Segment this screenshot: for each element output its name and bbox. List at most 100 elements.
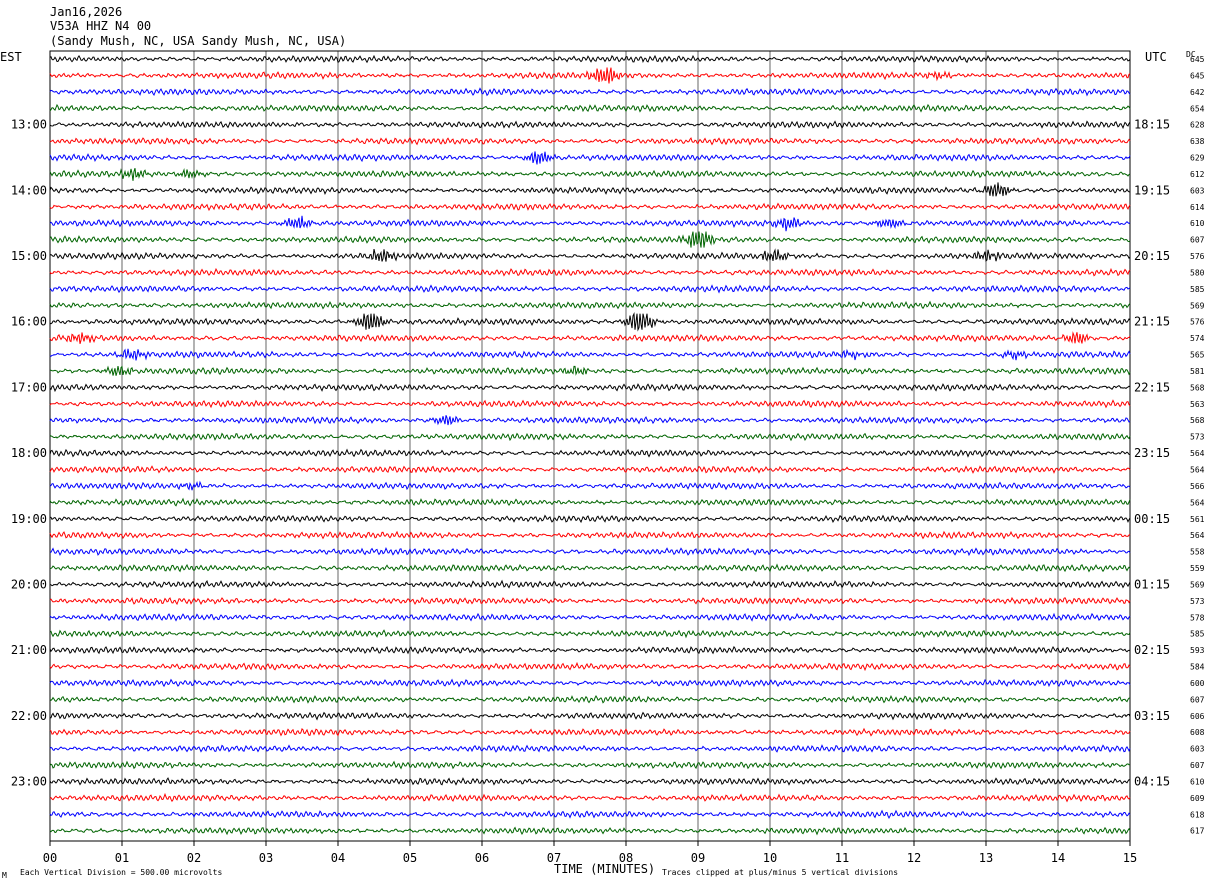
dc-value: 603 bbox=[1190, 186, 1205, 195]
dc-value: 584 bbox=[1190, 663, 1205, 672]
trace-line bbox=[49, 727, 1131, 737]
header-date: Jan16,2026 bbox=[50, 5, 122, 19]
right-hour-label: 20:15 bbox=[1134, 249, 1170, 263]
trace-line bbox=[49, 331, 1131, 344]
trace-line bbox=[49, 777, 1131, 786]
trace-line bbox=[49, 383, 1131, 393]
left-hour-label: 13:00 bbox=[11, 118, 47, 132]
trace-line bbox=[49, 103, 1131, 113]
trace-line bbox=[49, 497, 1131, 507]
right-hour-label: 00:15 bbox=[1134, 512, 1170, 526]
trace-line bbox=[49, 202, 1131, 212]
clip-note: Traces clipped at plus/minus 5 vertical … bbox=[662, 868, 898, 877]
x-tick-label: 03 bbox=[259, 851, 273, 865]
left-hour-label: 15:00 bbox=[11, 249, 47, 263]
dc-value: 569 bbox=[1190, 580, 1205, 589]
x-tick-label: 05 bbox=[403, 851, 417, 865]
trace-line bbox=[49, 809, 1131, 819]
right-hour-label: 23:15 bbox=[1134, 446, 1170, 460]
dc-value: 585 bbox=[1190, 630, 1205, 639]
dc-value: 645 bbox=[1190, 55, 1205, 64]
x-tick-label: 01 bbox=[115, 851, 129, 865]
x-tick-label: 10 bbox=[763, 851, 777, 865]
right-hour-labels: 18:15 19:15 20:15 21:15 22:15 23:15 00:15 01:15… bbox=[1134, 118, 1170, 789]
header-location: (Sandy Mush, NC, USA Sandy Mush, NC, USA… bbox=[50, 34, 346, 48]
dc-header-label: DC bbox=[1186, 50, 1196, 59]
corner-mark: M bbox=[2, 871, 7, 880]
trace-line bbox=[49, 629, 1131, 639]
dc-value: 558 bbox=[1190, 548, 1205, 557]
right-hour-label: 01:15 bbox=[1134, 577, 1170, 591]
trace-line bbox=[49, 530, 1131, 540]
dc-value: 609 bbox=[1190, 794, 1205, 803]
left-hour-label: 18:00 bbox=[11, 446, 47, 460]
minute-gridlines bbox=[121, 51, 1059, 841]
dc-value: 564 bbox=[1190, 498, 1205, 507]
left-timezone-label: EST bbox=[0, 50, 22, 64]
left-hour-label: 17:00 bbox=[11, 380, 47, 394]
dc-value: 578 bbox=[1190, 613, 1205, 622]
left-hour-label: 22:00 bbox=[11, 709, 47, 723]
trace-line bbox=[49, 448, 1131, 458]
trace-line bbox=[49, 120, 1131, 130]
trace-line bbox=[49, 579, 1131, 589]
left-hour-label: 20:00 bbox=[11, 577, 47, 591]
dc-value: 564 bbox=[1190, 449, 1205, 458]
dc-value: 564 bbox=[1190, 466, 1205, 475]
dc-value: 576 bbox=[1190, 318, 1205, 327]
dc-value: 576 bbox=[1190, 252, 1205, 261]
trace-line bbox=[49, 399, 1131, 409]
trace-line bbox=[49, 415, 1131, 426]
dc-value: 564 bbox=[1190, 531, 1205, 540]
x-tick-label: 13 bbox=[979, 851, 993, 865]
dc-value: 600 bbox=[1190, 679, 1205, 688]
left-hour-label: 19:00 bbox=[11, 512, 47, 526]
trace-line bbox=[49, 248, 1131, 262]
dc-value: 614 bbox=[1190, 203, 1205, 212]
right-hour-label: 19:15 bbox=[1134, 183, 1170, 197]
x-tick-labels: 00 01 02 03 04 05 06 07 08 09 10 11 12 13 14 15 bbox=[43, 841, 1137, 865]
x-tick-label: 09 bbox=[691, 851, 705, 865]
trace-line bbox=[49, 67, 1131, 84]
trace-line bbox=[49, 215, 1131, 232]
x-tick-label: 14 bbox=[1051, 851, 1065, 865]
trace-line bbox=[49, 312, 1131, 332]
left-hour-label: 21:00 bbox=[11, 643, 47, 657]
trace-line bbox=[49, 87, 1131, 97]
trace-line bbox=[49, 182, 1131, 197]
dc-value: 608 bbox=[1190, 728, 1205, 737]
trace-line bbox=[49, 596, 1131, 606]
dc-value: 574 bbox=[1190, 334, 1205, 343]
dc-value: 612 bbox=[1190, 170, 1205, 179]
x-tick-label: 00 bbox=[43, 851, 57, 865]
trace-line bbox=[49, 678, 1131, 688]
trace-line bbox=[49, 792, 1131, 803]
trace-line bbox=[49, 168, 1131, 181]
trace-line bbox=[49, 645, 1131, 655]
dc-value: 573 bbox=[1190, 433, 1205, 442]
right-hour-label: 21:15 bbox=[1134, 315, 1170, 329]
trace-line bbox=[49, 661, 1131, 672]
x-tick-label: 12 bbox=[907, 851, 921, 865]
trace-line bbox=[49, 480, 1131, 491]
dc-value: 569 bbox=[1190, 301, 1205, 310]
dc-value: 628 bbox=[1190, 121, 1205, 130]
dc-value: 566 bbox=[1190, 482, 1205, 491]
dc-value: 607 bbox=[1190, 695, 1205, 704]
right-timezone-label: UTC bbox=[1145, 50, 1167, 64]
trace-line bbox=[50, 365, 1131, 376]
trace-line bbox=[49, 267, 1131, 277]
dc-value: 629 bbox=[1190, 154, 1205, 163]
left-hour-labels: 13:00 14:00 15:00 16:00 17:00 18:00 19:00 20:00… bbox=[11, 118, 47, 789]
trace-line bbox=[49, 760, 1130, 770]
dc-value: 610 bbox=[1190, 219, 1205, 228]
dc-value: 568 bbox=[1190, 416, 1205, 425]
plot-frame bbox=[49, 50, 1131, 842]
dc-value: 563 bbox=[1190, 400, 1205, 409]
trace-line bbox=[49, 826, 1131, 836]
trace-line bbox=[49, 432, 1131, 442]
x-tick-label: 11 bbox=[835, 851, 849, 865]
trace-line bbox=[49, 465, 1131, 474]
x-tick-label: 15 bbox=[1123, 851, 1137, 865]
